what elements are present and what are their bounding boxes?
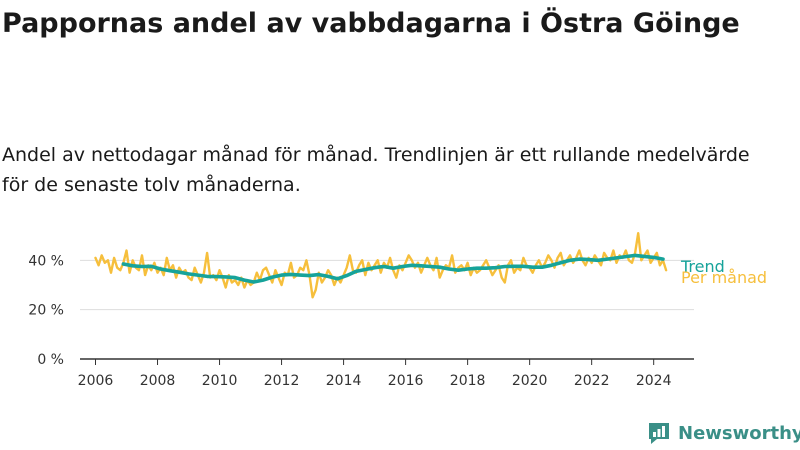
y-tick-label: 40 % <box>28 253 64 269</box>
series-line-per-manad <box>94 231 668 299</box>
x-tick-label: 2022 <box>574 373 610 389</box>
y-tick-label: 0 % <box>37 352 64 368</box>
x-tick-label: 2008 <box>140 373 176 389</box>
x-tick-label: 2014 <box>326 373 362 389</box>
brand-logo: Newsworthy <box>646 420 800 446</box>
x-tick-label: 2018 <box>450 373 486 389</box>
series-label-per-manad: Per månad <box>681 268 767 287</box>
chart-title: Pappornas andel av vabbdagarna i Östra G… <box>2 8 740 39</box>
x-tick-label: 2016 <box>388 373 424 389</box>
series-lines <box>94 231 668 299</box>
brand-name: Newsworthy <box>678 422 800 444</box>
chart-subtitle: Andel av nettodagar månad för månad. Tre… <box>2 144 750 196</box>
axes: 0 % 20 % 40 % 2006 2008 2010 2012 2014 2016 2018 2… <box>28 253 694 389</box>
y-tick-label: 20 % <box>28 303 64 319</box>
series-line-trend <box>121 253 665 284</box>
series-label-trend: Trend <box>680 257 725 276</box>
x-tick-label: 2012 <box>264 373 300 389</box>
x-tick-label: 2020 <box>512 373 548 389</box>
x-tick-label: 2010 <box>202 373 238 389</box>
x-tick-label: 2024 <box>636 373 672 389</box>
newsworthy-logo-icon <box>649 423 669 444</box>
x-tick-label: 2006 <box>78 373 114 389</box>
